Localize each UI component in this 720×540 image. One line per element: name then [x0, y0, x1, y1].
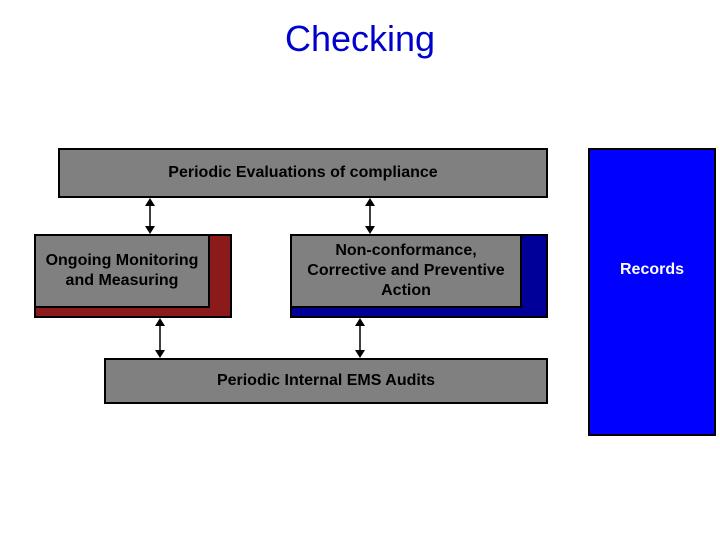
- records-label: Records: [620, 260, 684, 280]
- internal-audits-label: Periodic Internal EMS Audits: [217, 371, 435, 391]
- internal-audits-box: Periodic Internal EMS Audits: [104, 358, 548, 404]
- ongoing-monitoring-box: Ongoing Monitoring and Measuring: [34, 234, 210, 308]
- nonconformance-label: Non-conformance, Corrective and Preventi…: [300, 241, 512, 301]
- periodic-evaluations-box: Periodic Evaluations of compliance: [58, 148, 548, 198]
- ongoing-monitoring-label: Ongoing Monitoring and Measuring: [44, 251, 200, 291]
- periodic-evaluations-label: Periodic Evaluations of compliance: [168, 163, 437, 183]
- page-title: Checking: [0, 18, 720, 60]
- records-panel: [588, 148, 716, 436]
- records-label-box: Records: [600, 258, 704, 282]
- nonconformance-box: Non-conformance, Corrective and Preventi…: [290, 234, 522, 308]
